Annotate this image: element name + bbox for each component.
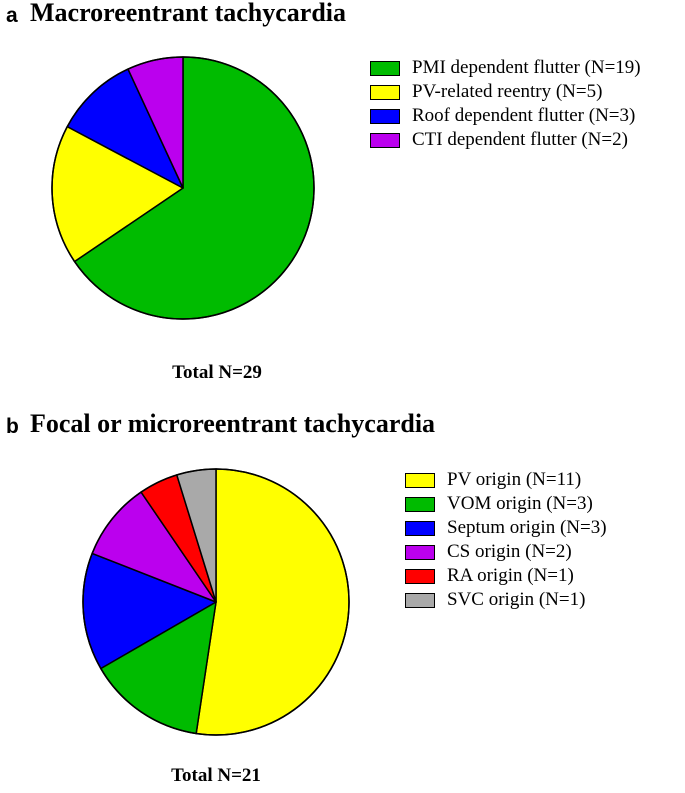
total-label: Total N=29	[172, 362, 262, 383]
legend-item: PV-related reentry (N=5)	[370, 80, 641, 104]
legend-swatch	[405, 592, 435, 608]
legend-item: VOM origin (N=3)	[405, 492, 607, 516]
legend-swatch	[370, 132, 400, 148]
legend-swatch	[370, 108, 400, 124]
chart-title: Focal or microreentrant tachycardia	[30, 409, 436, 438]
legend-item: PMI dependent flutter (N=19)	[370, 56, 641, 80]
panel-a: a Macroreentrant tachycardia PMI depende…	[0, 0, 685, 395]
legend-item: CTI dependent flutter (N=2)	[370, 128, 641, 152]
pie-outline	[82, 468, 350, 736]
pie-chart-b	[82, 468, 350, 736]
legend-swatch	[405, 496, 435, 512]
legend-item: RA origin (N=1)	[405, 564, 607, 588]
legend-swatch	[370, 84, 400, 100]
legend-a: PMI dependent flutter (N=19) PV-related r…	[370, 56, 641, 152]
legend-item: SVC origin (N=1)	[405, 588, 607, 612]
panel-letter: a	[6, 4, 18, 27]
legend-swatch	[370, 60, 400, 76]
legend-label: PMI dependent flutter (N=19)	[412, 57, 641, 78]
legend-item: CS origin (N=2)	[405, 540, 607, 564]
legend-label: CTI dependent flutter (N=2)	[412, 129, 628, 150]
pie-chart-a	[51, 56, 315, 320]
legend-swatch	[405, 520, 435, 536]
legend-label: VOM origin (N=3)	[447, 493, 593, 514]
legend-item: Roof dependent flutter (N=3)	[370, 104, 641, 128]
legend-label: Roof dependent flutter (N=3)	[412, 105, 636, 126]
legend-label: CS origin (N=2)	[447, 541, 572, 562]
legend-label: PV origin (N=11)	[447, 469, 582, 490]
total-label: Total N=21	[171, 765, 261, 786]
legend-item: PV origin (N=11)	[405, 468, 607, 492]
legend-item: Septum origin (N=3)	[405, 516, 607, 540]
chart-title: Macroreentrant tachycardia	[30, 0, 346, 27]
pie-slice-1	[195, 468, 350, 736]
panel-letter: b	[6, 415, 19, 438]
pie-outline	[51, 56, 315, 320]
legend-label: RA origin (N=1)	[447, 565, 574, 586]
panel-b: b Focal or microreentrant tachycardia PV…	[0, 405, 685, 793]
legend-label: Septum origin (N=3)	[447, 517, 607, 538]
legend-label: SVC origin (N=1)	[447, 589, 586, 610]
legend-label: PV-related reentry (N=5)	[412, 81, 603, 102]
legend-swatch	[405, 544, 435, 560]
legend-swatch	[405, 568, 435, 584]
legend-swatch	[405, 472, 435, 488]
legend-b: PV origin (N=11) VOM origin (N=3) Septum o…	[405, 468, 607, 612]
